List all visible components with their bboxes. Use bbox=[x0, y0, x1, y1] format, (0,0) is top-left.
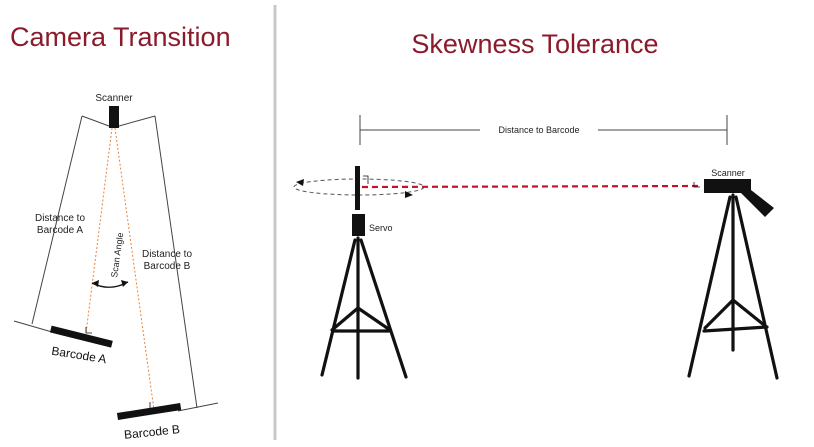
barcode-on-servo bbox=[355, 166, 360, 210]
scan-angle-arrow-left bbox=[92, 280, 99, 287]
servo-right-angle-icon bbox=[363, 175, 369, 184]
distance-a-label-1: Distance to bbox=[35, 213, 85, 224]
fov-wing-right bbox=[118, 115, 156, 127]
scan-ray-a bbox=[85, 127, 113, 334]
servo-label: Servo bbox=[369, 223, 393, 233]
scan-ray-b bbox=[114, 127, 155, 411]
distance-to-barcode-label: Distance to Barcode bbox=[498, 125, 579, 135]
distance-a-line bbox=[31, 115, 83, 325]
distance-b-end-line bbox=[177, 402, 219, 412]
distance-a-end-line bbox=[13, 320, 53, 333]
fov-wing-left bbox=[81, 115, 110, 127]
tripod-left bbox=[320, 236, 408, 380]
distance-b-label-2: Barcode B bbox=[144, 261, 191, 272]
distance-b-label-1: Distance to bbox=[142, 249, 192, 260]
tripod-right bbox=[687, 193, 779, 380]
rotation-arrow-right-icon bbox=[405, 191, 413, 198]
rotation-arrow-left-icon bbox=[296, 179, 304, 186]
barcode-a-right-angle-icon bbox=[85, 327, 92, 334]
barcode-b-label: Barcode B bbox=[123, 422, 180, 442]
camera-transition-title: Camera Transition bbox=[10, 22, 231, 52]
scanner-block-left bbox=[109, 106, 119, 128]
servo-block bbox=[352, 214, 365, 236]
scanner-label-left: Scanner bbox=[95, 93, 133, 104]
barcode-b-right-angle-icon bbox=[149, 402, 157, 410]
scanner-body bbox=[704, 179, 751, 193]
scan-angle-arrow-right bbox=[121, 280, 128, 287]
distance-b-line bbox=[154, 115, 198, 409]
barcode-a-bar bbox=[49, 325, 113, 348]
scan-angle-label: Scan Angle bbox=[109, 232, 125, 278]
barcode-b-bar bbox=[116, 403, 182, 420]
scan-beam bbox=[361, 184, 701, 189]
scanner-handle bbox=[738, 190, 774, 217]
skewness-tolerance-title: Skewness Tolerance bbox=[411, 29, 658, 59]
scanner-right-angle-icon bbox=[693, 182, 700, 188]
distance-a-label-2: Barcode A bbox=[37, 225, 83, 236]
scanner-label-right: Scanner bbox=[711, 168, 745, 178]
barcode-a-label: Barcode A bbox=[51, 344, 108, 366]
